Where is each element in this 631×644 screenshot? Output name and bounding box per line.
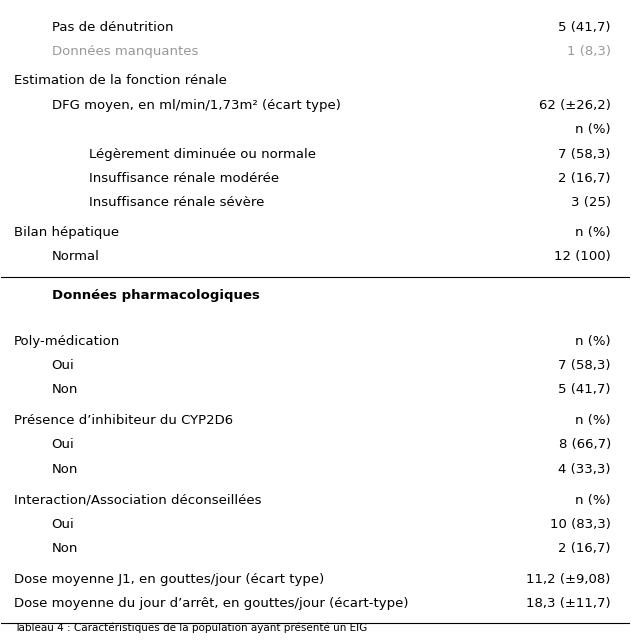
Text: 4 (33,3): 4 (33,3) xyxy=(558,463,611,476)
Text: n (%): n (%) xyxy=(575,123,611,137)
Text: 2 (16,7): 2 (16,7) xyxy=(558,172,611,185)
Text: Insuffisance rénale sévère: Insuffisance rénale sévère xyxy=(90,196,265,209)
Text: Dose moyenne du jour d’arrêt, en gouttes/jour (écart-type): Dose moyenne du jour d’arrêt, en gouttes… xyxy=(14,598,408,611)
Text: Estimation de la fonction rénale: Estimation de la fonction rénale xyxy=(14,75,227,88)
Text: 2 (16,7): 2 (16,7) xyxy=(558,542,611,555)
Text: 12 (100): 12 (100) xyxy=(554,250,611,263)
Text: 7 (58,3): 7 (58,3) xyxy=(558,359,611,372)
Text: 7 (58,3): 7 (58,3) xyxy=(558,147,611,160)
Text: Pas de dénutrition: Pas de dénutrition xyxy=(52,21,173,33)
Text: 62 (±26,2): 62 (±26,2) xyxy=(539,99,611,112)
Text: n (%): n (%) xyxy=(575,414,611,427)
Text: Non: Non xyxy=(52,383,78,396)
Text: Interaction/Association déconseillées: Interaction/Association déconseillées xyxy=(14,493,261,507)
Text: Oui: Oui xyxy=(52,439,74,451)
Text: Oui: Oui xyxy=(52,518,74,531)
Text: DFG moyen, en ml/min/1,73m² (écart type): DFG moyen, en ml/min/1,73m² (écart type) xyxy=(52,99,341,112)
Text: 8 (66,7): 8 (66,7) xyxy=(558,439,611,451)
Text: Bilan hépatique: Bilan hépatique xyxy=(14,226,119,239)
Text: 1 (8,3): 1 (8,3) xyxy=(567,45,611,58)
Text: n (%): n (%) xyxy=(575,493,611,507)
Text: Insuffisance rénale modérée: Insuffisance rénale modérée xyxy=(90,172,280,185)
Text: Oui: Oui xyxy=(52,359,74,372)
Text: Données manquantes: Données manquantes xyxy=(52,45,198,58)
Text: Non: Non xyxy=(52,463,78,476)
Text: Données pharmacologiques: Données pharmacologiques xyxy=(52,289,259,302)
Text: n (%): n (%) xyxy=(575,335,611,348)
Text: Tableau 4 : Caractéristiques de la population ayant présenté un EIG: Tableau 4 : Caractéristiques de la popul… xyxy=(14,623,367,633)
Text: Poly-médication: Poly-médication xyxy=(14,335,120,348)
Text: Présence d’inhibiteur du CYP2D6: Présence d’inhibiteur du CYP2D6 xyxy=(14,414,233,427)
Text: 5 (41,7): 5 (41,7) xyxy=(558,383,611,396)
Text: Normal: Normal xyxy=(52,250,100,263)
Text: 18,3 (±11,7): 18,3 (±11,7) xyxy=(526,598,611,611)
Text: n (%): n (%) xyxy=(575,226,611,239)
Text: Non: Non xyxy=(52,542,78,555)
Text: 3 (25): 3 (25) xyxy=(571,196,611,209)
Text: Dose moyenne J1, en gouttes/jour (écart type): Dose moyenne J1, en gouttes/jour (écart … xyxy=(14,573,324,586)
Text: 10 (83,3): 10 (83,3) xyxy=(550,518,611,531)
Text: 5 (41,7): 5 (41,7) xyxy=(558,21,611,33)
Text: Légèrement diminuée ou normale: Légèrement diminuée ou normale xyxy=(90,147,316,160)
Text: 11,2 (±9,08): 11,2 (±9,08) xyxy=(526,573,611,586)
